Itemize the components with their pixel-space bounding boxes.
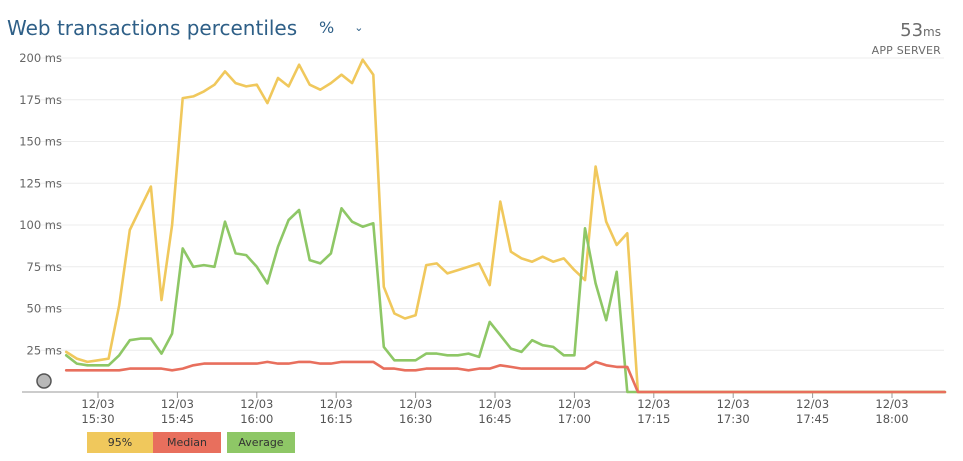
y-tick-label: 100 ms xyxy=(19,218,62,232)
x-tick-time: 16:15 xyxy=(320,412,353,426)
x-tick-time: 15:45 xyxy=(161,412,194,426)
legend-item-95pct[interactable]: 95% xyxy=(87,432,153,453)
x-tick-date: 12/03 xyxy=(796,397,829,411)
x-tick-date: 12/03 xyxy=(161,397,194,411)
y-tick-label: 200 ms xyxy=(19,51,62,65)
x-tick-date: 12/03 xyxy=(875,397,908,411)
metric-unit: ms xyxy=(923,25,941,39)
x-tick-time: 16:00 xyxy=(240,412,273,426)
x-tick-time: 17:00 xyxy=(558,412,591,426)
unit-selector[interactable]: % ⌄ xyxy=(319,18,363,37)
x-tick-date: 12/03 xyxy=(637,397,670,411)
range-handle-icon xyxy=(36,373,52,389)
x-tick-time: 16:45 xyxy=(478,412,511,426)
chart-header: Web transactions percentiles % ⌄ 53ms APP… xyxy=(0,0,963,58)
y-tick-label: 125 ms xyxy=(19,176,62,190)
y-tick-label: 75 ms xyxy=(27,260,62,274)
x-tick-time: 18:00 xyxy=(875,412,908,426)
x-tick-date: 12/03 xyxy=(320,397,353,411)
series-line-median xyxy=(64,360,947,394)
x-tick-date: 12/03 xyxy=(81,397,114,411)
y-tick-label: 150 ms xyxy=(19,135,62,149)
y-tick-label: 175 ms xyxy=(19,93,62,107)
x-tick-time: 15:30 xyxy=(81,412,114,426)
y-tick-label: 50 ms xyxy=(27,302,62,316)
x-tick-time: 16:30 xyxy=(399,412,432,426)
x-tick-date: 12/03 xyxy=(399,397,432,411)
x-tick-date: 12/03 xyxy=(717,397,750,411)
chart-title: Web transactions percentiles xyxy=(7,16,298,40)
legend-item-median[interactable]: Median xyxy=(153,432,221,453)
x-tick-date: 12/03 xyxy=(240,397,273,411)
chevron-down-icon[interactable]: ⌄ xyxy=(354,21,364,34)
x-tick-time: 17:30 xyxy=(717,412,750,426)
metric-summary: 53ms APP SERVER xyxy=(872,20,941,57)
unit-selector-value: % xyxy=(319,18,335,37)
metric-label: APP SERVER xyxy=(871,44,941,57)
y-tick-label: 25 ms xyxy=(27,343,62,357)
x-tick-time: 17:45 xyxy=(796,412,829,426)
x-tick-date: 12/03 xyxy=(558,397,591,411)
legend-item-average[interactable]: Average xyxy=(227,432,295,453)
x-tick-time: 17:15 xyxy=(637,412,670,426)
metric-value: 53 xyxy=(900,20,924,41)
x-tick-date: 12/03 xyxy=(478,397,511,411)
